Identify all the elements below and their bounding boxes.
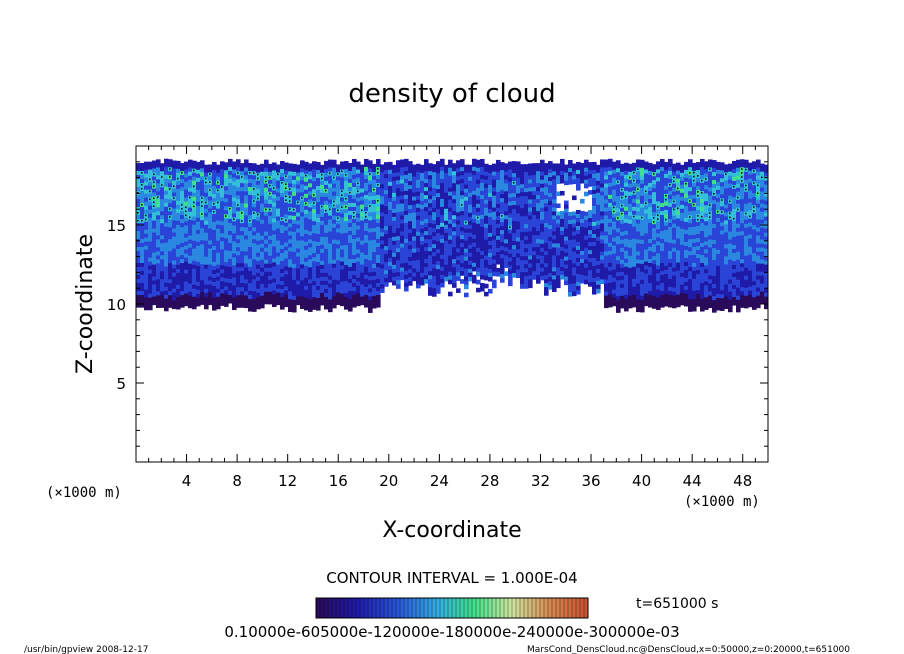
x-tick-label: 24 <box>430 472 449 490</box>
x-tick-label: 44 <box>683 472 702 490</box>
footer-left: /usr/bin/gpview 2008-12-17 <box>24 645 148 654</box>
x-tick-label: 36 <box>581 472 600 490</box>
y-tick-label: 5 <box>116 375 126 393</box>
y-axis-label: Z-coordinate <box>73 234 98 374</box>
y-axis-unit: (×1000 m) <box>46 485 122 501</box>
x-axis-ticks: 4 8 12 16 20 24 28 32 36 40 44 48 <box>148 146 756 490</box>
chart-title: density of cloud <box>348 79 555 109</box>
x-tick-label: 12 <box>278 472 297 490</box>
footer-right: MarsCond_DensCloud.nc@DensCloud,x=0:5000… <box>527 645 850 654</box>
y-tick-label: 15 <box>107 217 126 235</box>
y-tick-label: 10 <box>107 296 126 314</box>
x-axis-label: X-coordinate <box>382 518 521 543</box>
cloud-density-field <box>136 158 768 313</box>
x-tick-label: 28 <box>480 472 499 490</box>
contour-interval: CONTOUR INTERVAL = 1.000E-04 <box>326 569 577 587</box>
y-axis-ticks: 5 10 15 <box>107 161 768 447</box>
x-tick-label: 32 <box>531 472 550 490</box>
colorbar-stripes <box>319 598 585 618</box>
x-tick-label: 48 <box>733 472 752 490</box>
colorbar-labels: 0.10000e-605000e-120000e-180000e-240000e… <box>224 623 679 641</box>
x-tick-label: 20 <box>379 472 398 490</box>
x-tick-label: 4 <box>182 472 192 490</box>
time-label: t=651000 s <box>636 596 718 612</box>
x-tick-label: 16 <box>329 472 348 490</box>
x-tick-label: 40 <box>632 472 651 490</box>
x-tick-label: 8 <box>232 472 242 490</box>
x-axis-unit: (×1000 m) <box>684 494 760 510</box>
